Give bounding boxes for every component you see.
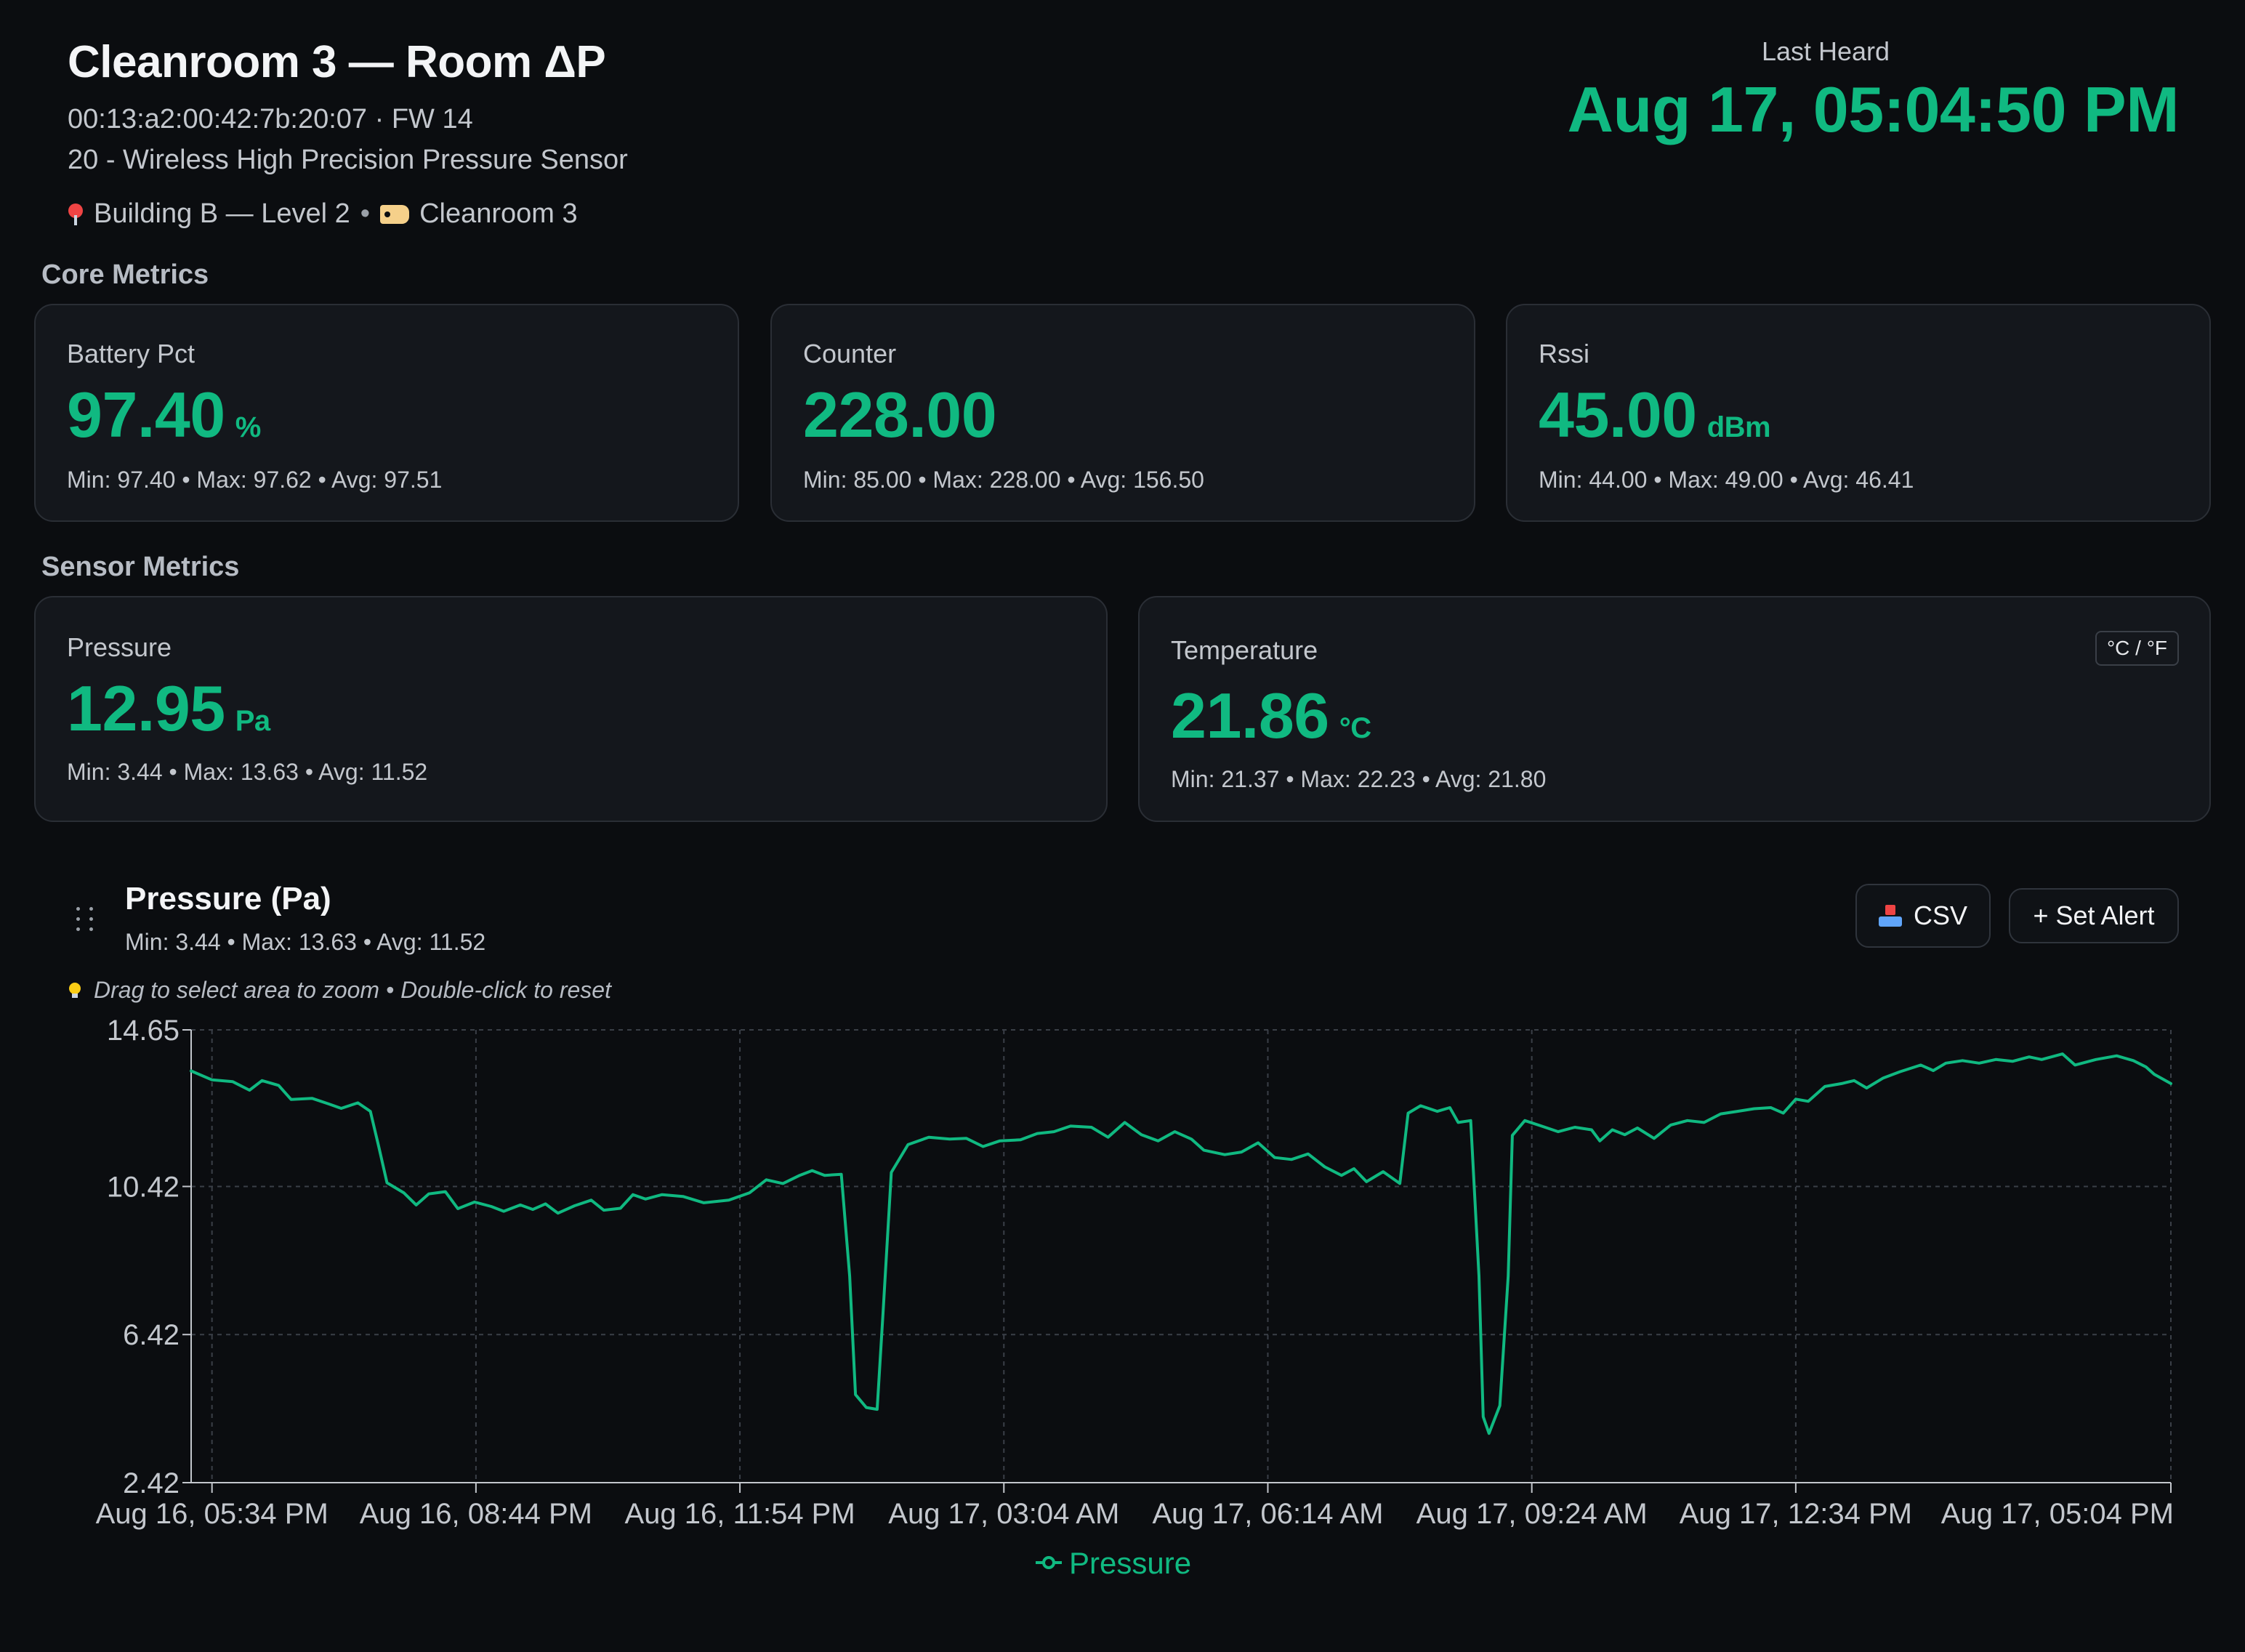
metric-label: Pressure	[67, 632, 172, 662]
section-sensor-metrics: Sensor Metrics	[41, 552, 240, 582]
metric-stats: Min: 85.00 • Max: 228.00 • Avg: 156.50	[803, 467, 1204, 493]
last-heard-value: Aug 17, 05:04:50 PM	[1567, 73, 2180, 145]
metric-label: Battery Pct	[67, 339, 196, 368]
chart-series	[190, 1052, 2172, 1435]
x-tick-label: Aug 16, 11:54 PM	[624, 1498, 855, 1530]
metric-value: 97.40 %	[67, 378, 261, 452]
zoom-hint-text: Drag to select area to zoom • Double-cli…	[94, 977, 611, 1003]
legend-marker	[1042, 1556, 1055, 1569]
x-tick-label: Aug 17, 06:14 AM	[1152, 1498, 1383, 1530]
unit-toggle-button[interactable]: °C / °F	[2095, 631, 2179, 666]
set-alert-button[interactable]: + Set Alert	[2009, 888, 2179, 943]
metric-card-pressure: Pressure 12.95 Pa Min: 3.44 • Max: 13.63…	[34, 596, 1108, 822]
section-core-metrics: Core Metrics	[41, 259, 209, 290]
x-tick-label: Aug 16, 05:34 PM	[96, 1498, 329, 1530]
device-mac-firmware: 00:13:a2:00:42:7b:20:07 · FW 14	[68, 104, 473, 134]
metric-value: 228.00	[803, 378, 1007, 452]
metric-unit: °C	[1339, 712, 1371, 744]
metric-stats: Min: 44.00 • Max: 49.00 • Avg: 46.41	[1539, 467, 1914, 493]
last-heard-label: Last Heard	[1761, 36, 1890, 66]
metric-number: 97.40	[67, 379, 225, 451]
y-tick-label: 6.42	[123, 1319, 180, 1351]
metric-value: 45.00 dBm	[1539, 378, 1771, 452]
metric-card-temperature: Temperature °C / °F 21.86 °C Min: 21.37 …	[1138, 596, 2211, 822]
metric-label: Temperature	[1171, 635, 1318, 665]
chart-grid	[191, 1029, 2172, 1483]
device-location-row: Building B — Level 2 • Cleanroom 3	[68, 198, 578, 230]
metric-stats: Min: 21.37 • Max: 22.23 • Avg: 21.80	[1171, 766, 1547, 792]
separator-dot: •	[360, 198, 371, 229]
lightbulb-icon	[69, 982, 81, 999]
metric-card-battery: Battery Pct 97.40 % Min: 97.40 • Max: 97…	[34, 304, 739, 522]
metric-value: 12.95 Pa	[67, 672, 270, 746]
legend-label[interactable]: Pressure	[1069, 1546, 1191, 1580]
metric-unit: Pa	[235, 705, 270, 737]
metric-value: 21.86 °C	[1171, 679, 1371, 753]
zoom-hint: Drag to select area to zoom • Double-cli…	[69, 977, 611, 1004]
metric-card-rssi: Rssi 45.00 dBm Min: 44.00 • Max: 49.00 •…	[1506, 304, 2211, 522]
chart-title: Pressure (Pa)	[125, 881, 331, 916]
metric-number: 228.00	[803, 379, 997, 451]
y-tick-label: 2.42	[123, 1467, 180, 1499]
metric-unit: %	[235, 411, 262, 443]
label-tag-icon	[380, 204, 410, 224]
x-tick-label: Aug 16, 08:44 PM	[360, 1498, 592, 1530]
y-tick-label: 10.42	[107, 1171, 180, 1203]
metric-number: 12.95	[67, 672, 225, 744]
metric-stats: Min: 3.44 • Max: 13.63 • Avg: 11.52	[67, 759, 428, 785]
metric-unit: dBm	[1706, 411, 1771, 443]
metric-stats: Min: 97.40 • Max: 97.62 • Avg: 97.51	[67, 467, 443, 493]
metric-label: Counter	[803, 339, 897, 368]
chart-stats: Min: 3.44 • Max: 13.63 • Avg: 11.52	[125, 929, 486, 955]
metric-card-counter: Counter 228.00 Min: 85.00 • Max: 228.00 …	[770, 304, 1475, 522]
x-tick-label: Aug 17, 12:34 PM	[1680, 1498, 1912, 1530]
y-tick-label: 14.65	[107, 1015, 180, 1047]
device-type: 20 - Wireless High Precision Pressure Se…	[68, 145, 628, 175]
metric-number: 45.00	[1539, 379, 1697, 451]
x-tick-label: Aug 17, 09:24 AM	[1416, 1498, 1648, 1530]
csv-label: CSV	[1913, 900, 1968, 930]
series-line-pressure	[190, 1052, 2172, 1435]
pin-icon	[68, 203, 84, 225]
device-tag: Cleanroom 3	[419, 198, 578, 229]
csv-export-button[interactable]: CSV	[1855, 884, 1991, 948]
x-tick-label: Aug 17, 03:04 AM	[888, 1498, 1119, 1530]
x-tick-label: Aug 17, 05:04 PM	[1941, 1498, 2174, 1530]
device-title: Cleanroom 3 — Room ΔP	[68, 37, 606, 87]
chart-axes: 2.42 6.42 10.42 14.65 Aug 16, 05:34 PM Aug 16…	[96, 1015, 2174, 1530]
drag-handle-icon[interactable]	[75, 906, 97, 932]
location-text: Building B — Level 2	[94, 198, 350, 229]
set-alert-label: + Set Alert	[2033, 900, 2155, 930]
metric-number: 21.86	[1171, 680, 1329, 752]
inbox-tray-icon	[1878, 905, 1902, 927]
chart-legend[interactable]: Pressure	[1036, 1546, 1191, 1580]
metric-label: Rssi	[1539, 339, 1589, 368]
